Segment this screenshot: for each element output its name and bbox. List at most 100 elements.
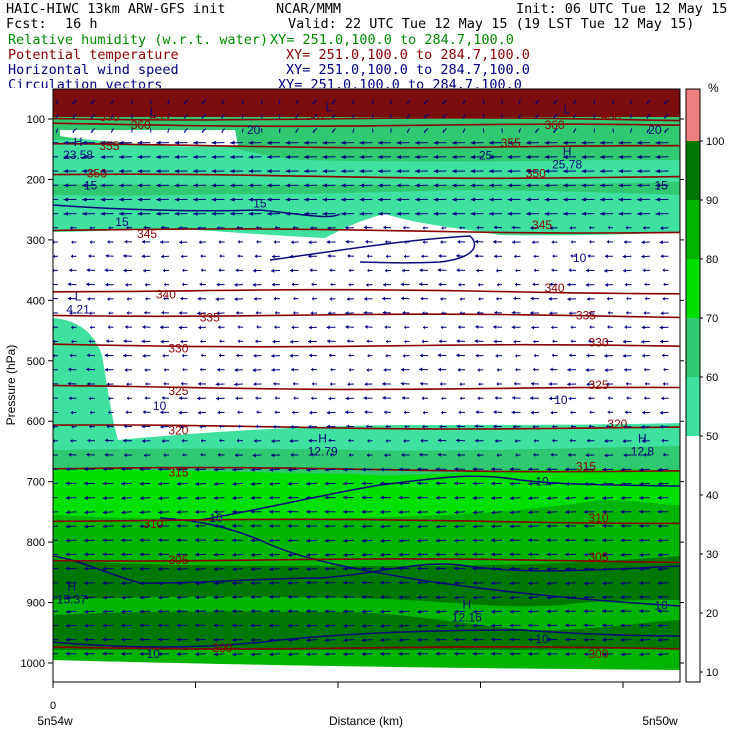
vector-head bbox=[324, 524, 329, 529]
colorbar-frame bbox=[685, 88, 701, 683]
vector-head bbox=[65, 623, 70, 628]
vector-head bbox=[600, 183, 605, 188]
vector-head bbox=[312, 114, 315, 119]
vector-head bbox=[433, 169, 439, 174]
vector-head bbox=[267, 183, 272, 188]
model-title: HAIC-HIWC 13km ARW-GFS init bbox=[6, 1, 226, 17]
vector-head bbox=[533, 438, 536, 443]
vector-head bbox=[398, 524, 403, 529]
vector-head bbox=[119, 197, 124, 202]
vector-head bbox=[366, 424, 369, 429]
y-tick-label: 800 bbox=[27, 537, 45, 549]
vector-head bbox=[219, 424, 222, 429]
theta-label: 325 bbox=[168, 384, 188, 398]
vector-head bbox=[533, 268, 536, 273]
theta-label: 345 bbox=[137, 227, 157, 241]
vector-head bbox=[84, 595, 88, 600]
vector-head bbox=[491, 467, 495, 472]
vector-head bbox=[234, 297, 238, 302]
vector-head bbox=[494, 395, 498, 400]
vector-head bbox=[126, 225, 129, 230]
vector-head bbox=[201, 353, 203, 358]
vector-head bbox=[663, 452, 666, 457]
vector-head bbox=[546, 496, 551, 501]
vector-head bbox=[433, 140, 439, 145]
vector-head bbox=[139, 538, 144, 543]
vector-head bbox=[626, 296, 629, 301]
vector-head bbox=[435, 566, 440, 571]
vector-head bbox=[423, 325, 425, 330]
vector-head bbox=[324, 481, 329, 486]
vector-head bbox=[655, 197, 661, 202]
init-time: Init: 06 UTC Tue 12 May 15 bbox=[516, 1, 728, 17]
x-tick-zero: 0 bbox=[50, 700, 56, 712]
vector-head bbox=[420, 296, 424, 301]
theta-line-355 bbox=[53, 142, 680, 149]
vector-head bbox=[380, 467, 384, 472]
colorbar-tick-label: 40 bbox=[706, 490, 718, 502]
vector-head bbox=[509, 510, 514, 515]
vector-head bbox=[415, 183, 420, 188]
vector-head bbox=[121, 538, 125, 543]
vector-head bbox=[403, 225, 406, 230]
vector-head bbox=[176, 623, 181, 628]
vector-head bbox=[343, 552, 347, 557]
vector-head bbox=[139, 552, 144, 557]
vector-head bbox=[662, 353, 665, 358]
theta-label: 360 bbox=[131, 118, 151, 132]
vector-head bbox=[509, 552, 514, 557]
extremum-letter: H bbox=[563, 144, 572, 158]
vector-head bbox=[295, 114, 297, 119]
vector-head bbox=[637, 169, 642, 174]
vector-head bbox=[472, 481, 477, 486]
vector-head bbox=[111, 114, 113, 119]
vector-head bbox=[324, 638, 329, 643]
vector-head bbox=[607, 325, 610, 330]
vector-head bbox=[380, 609, 384, 614]
vector-head bbox=[419, 268, 423, 273]
vector-head bbox=[417, 580, 421, 585]
y-tick-label: 1000 bbox=[21, 658, 45, 670]
vector-head bbox=[474, 239, 478, 244]
vector-head bbox=[221, 129, 223, 134]
vector-head bbox=[625, 225, 628, 230]
vector-head bbox=[366, 368, 369, 373]
vector-head bbox=[398, 510, 403, 515]
vector-head bbox=[489, 154, 494, 159]
vector-head bbox=[472, 623, 477, 628]
vector-head bbox=[507, 169, 513, 174]
vector-head bbox=[181, 381, 184, 386]
vector-head bbox=[216, 226, 220, 231]
vector-head bbox=[250, 567, 255, 572]
vector-head bbox=[195, 637, 199, 642]
vector-head bbox=[509, 623, 514, 628]
vector-head bbox=[623, 453, 627, 458]
vector-head bbox=[332, 129, 334, 134]
vector-head bbox=[454, 495, 458, 500]
vector-head bbox=[378, 197, 383, 202]
vector-head bbox=[312, 100, 315, 105]
vector-head bbox=[637, 154, 642, 159]
vector-head bbox=[158, 595, 162, 600]
vector-head bbox=[343, 509, 347, 514]
vector-head bbox=[645, 381, 647, 386]
vector-head bbox=[121, 566, 125, 571]
vector-head bbox=[637, 211, 642, 216]
vector-head bbox=[232, 567, 237, 572]
vector-head bbox=[655, 183, 661, 188]
vector-head bbox=[306, 481, 310, 486]
vector-head bbox=[565, 623, 569, 628]
vector-head bbox=[63, 154, 69, 159]
theta-line-360 bbox=[53, 122, 680, 128]
vector-head bbox=[87, 353, 90, 358]
theta-label: 340 bbox=[156, 287, 176, 301]
vector-head bbox=[583, 652, 588, 657]
vector-head bbox=[256, 225, 259, 230]
vector-head bbox=[121, 595, 126, 600]
vector-head bbox=[639, 567, 644, 572]
vector-head bbox=[512, 240, 516, 245]
vector-head bbox=[139, 623, 144, 628]
vector-head bbox=[563, 140, 568, 145]
vector-head bbox=[163, 296, 166, 301]
